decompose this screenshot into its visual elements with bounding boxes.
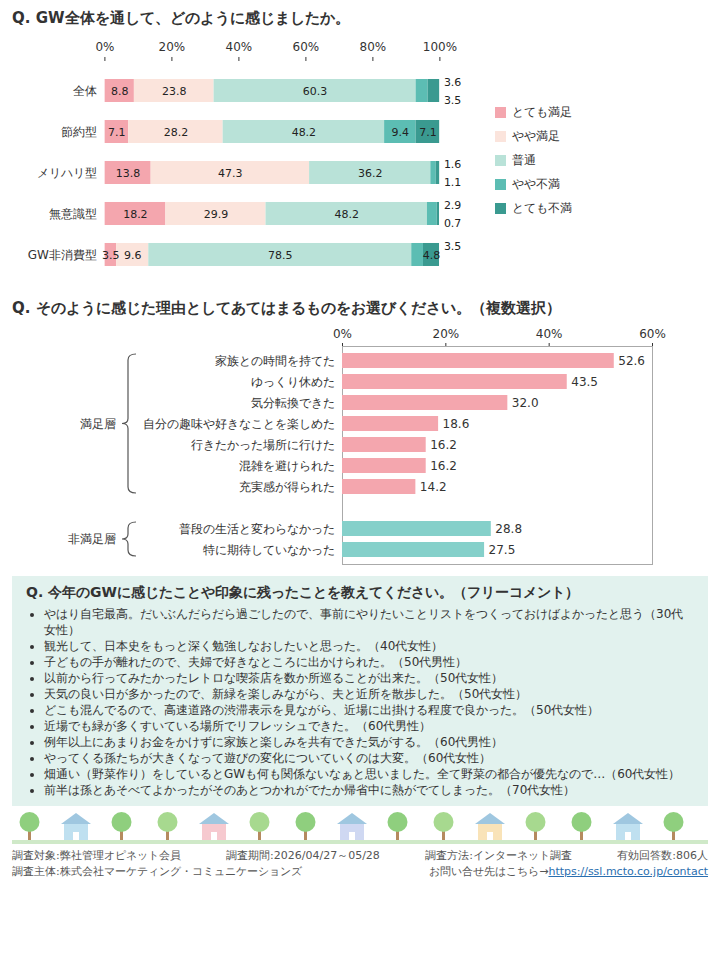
html-text:Q. 今年のGWに感じたことや印象に残ったことを教えてくださ: Q. 今年のGWに感じたことや印象に残ったことを教えてください。（フリーコメント… — [26, 584, 579, 600]
svg-text:1.6: 1.6 — [444, 158, 461, 171]
html-text:やってくる孫たちが大きくなって遊びの変化についていくのは大変: やってくる孫たちが大きくなって遊びの変化についていくのは大変。（60代女性） — [44, 751, 492, 765]
html-text:近場でも緑が多くすいている場所でリフレッシュできた。（60代: 近場でも緑が多くすいている場所でリフレッシュできた。（60代男性） — [44, 719, 432, 733]
svg-text:節約型: 節約型 — [61, 125, 97, 139]
html-text:調査期間:2026/04/27～05/28: 調査期間:2026/04/27～05/28 — [226, 849, 380, 862]
svg-text:16.2: 16.2 — [430, 459, 457, 473]
svg-text:52.6: 52.6 — [618, 354, 645, 368]
svg-text:14.2: 14.2 — [420, 480, 447, 494]
html-text:お問い合せ先はこちら→ https://ssl.mcto.c: お問い合せ先はこちら→ https://ssl.mcto.co.jp/conta… — [429, 865, 708, 878]
html-text:Q. そのように感じた理由としてあてはまるものをお選びくださ: Q. そのように感じた理由としてあてはまるものをお選びください。（複数選択） — [12, 299, 561, 317]
svg-text:非満足層: 非満足層 — [68, 532, 116, 546]
svg-text:気分転換できた: 気分転換できた — [251, 396, 335, 410]
svg-text:48.2: 48.2 — [292, 126, 316, 139]
html-text:どこも混んでるので、高速道路の渋滞表示を見ながら、近場に出掛: どこも混んでるので、高速道路の渋滞表示を見ながら、近場に出掛ける程度で良かった。… — [44, 703, 600, 717]
html-text:畑通い（野菜作り）をしているとGWも何も関係ないなぁと思いま: 畑通い（野菜作り）をしているとGWも何も関係ないなぁと思いました。全て野菜の都合… — [44, 767, 681, 781]
html-text:やや満足: やや満足 — [512, 129, 561, 144]
svg-text:43.5: 43.5 — [571, 375, 598, 389]
html-text:前半は孫とあそべてよかったがそのあとつかれがでたか帰省中に熱: 前半は孫とあそべてよかったがそのあとつかれがでたか帰省中に熱がでてしまった。（7… — [44, 783, 576, 797]
svg-text:充実感が得られた: 充実感が得られた — [239, 480, 335, 494]
svg-text:40%: 40% — [536, 326, 563, 340]
svg-text:27.5: 27.5 — [489, 543, 516, 557]
svg-text:80%: 80% — [360, 40, 387, 54]
svg-text:3.5: 3.5 — [102, 249, 119, 262]
svg-text:36.2: 36.2 — [358, 167, 382, 180]
html-text:観光して、日本史をもっと深く勉強しなおしたいと思った。（40: 観光して、日本史をもっと深く勉強しなおしたいと思った。（40代女性） — [44, 639, 444, 653]
svg-text:60%: 60% — [639, 326, 666, 340]
svg-text:8.8: 8.8 — [111, 85, 128, 98]
svg-text:2.9: 2.9 — [444, 199, 461, 212]
svg-text:0%: 0% — [333, 326, 352, 340]
svg-text:40%: 40% — [226, 40, 253, 54]
svg-text:48.2: 48.2 — [335, 208, 359, 221]
svg-text:全体: 全体 — [73, 84, 97, 98]
html-text:やや不満: やや不満 — [512, 177, 561, 192]
svg-text:メリハリ型: メリハリ型 — [37, 166, 97, 180]
svg-text:29.9: 29.9 — [204, 208, 228, 221]
svg-text:78.5: 78.5 — [268, 249, 292, 262]
svg-text:7.1: 7.1 — [419, 126, 436, 139]
svg-text:9.4: 9.4 — [392, 126, 409, 139]
svg-text:23.8: 23.8 — [162, 85, 186, 98]
svg-text:混雑を避けられた: 混雑を避けられた — [239, 459, 335, 473]
svg-text:4.8: 4.8 — [423, 249, 440, 262]
html-text:とても満足: とても満足 — [512, 105, 573, 120]
svg-text:100%: 100% — [423, 40, 457, 54]
svg-text:16.2: 16.2 — [430, 438, 457, 452]
svg-text:1.1: 1.1 — [444, 176, 461, 189]
svg-text:60.3: 60.3 — [303, 85, 327, 98]
svg-text:特に期待していなかった: 特に期待していなかった — [203, 543, 335, 557]
html-text:調査対象:弊社管理オピネット会員: 調査対象:弊社管理オピネット会員 — [12, 849, 181, 862]
svg-text:18.6: 18.6 — [443, 417, 470, 431]
html-text:天気の良い日が多かったので、新緑を楽しみながら、夫と近所を散: 天気の良い日が多かったので、新緑を楽しみながら、夫と近所を散歩した。（50代女性… — [44, 687, 528, 701]
svg-text:18.2: 18.2 — [123, 208, 147, 221]
svg-text:行きたかった場所に行けた: 行きたかった場所に行けた — [191, 438, 335, 452]
svg-text:普段の生活と変わらなかった: 普段の生活と変わらなかった — [179, 522, 335, 536]
svg-text:13.8: 13.8 — [116, 167, 140, 180]
svg-text:20%: 20% — [432, 326, 459, 340]
svg-text:3.5: 3.5 — [444, 240, 461, 253]
html-text:有効回答数:806人: 有効回答数:806人 — [617, 849, 708, 862]
svg-text:3.6: 3.6 — [444, 76, 461, 89]
svg-text:家族との時間を持てた: 家族との時間を持てた — [215, 354, 335, 368]
svg-text:0%: 0% — [95, 40, 114, 54]
html-text:調査方法:インターネット調査: 調査方法:インターネット調査 — [425, 849, 572, 862]
html-text:とても不満: とても不満 — [512, 201, 573, 216]
svg-text:20%: 20% — [159, 40, 186, 54]
html-text:例年以上にあまりお金をかけずに家族と楽しみを共有できた気がす: 例年以上にあまりお金をかけずに家族と楽しみを共有できた気がする。（60代男性） — [44, 735, 504, 749]
svg-text:47.3: 47.3 — [218, 167, 242, 180]
svg-text:0.7: 0.7 — [444, 217, 461, 230]
html-text:調査主体:株式会社マーケティング・コミュニケーションズ: 調査主体:株式会社マーケティング・コミュニケーションズ — [12, 865, 302, 878]
svg-text:60%: 60% — [293, 40, 320, 54]
html-text:子どもの手が離れたので、夫婦で好きなところに出かけられた。（: 子どもの手が離れたので、夫婦で好きなところに出かけられた。（50代男性） — [44, 655, 468, 669]
svg-text:9.6: 9.6 — [124, 249, 141, 262]
svg-text:自分の趣味や好きなことを楽しめた: 自分の趣味や好きなことを楽しめた — [143, 417, 335, 431]
html-text:普通: 普通 — [512, 153, 537, 168]
svg-text:3.5: 3.5 — [444, 94, 461, 107]
svg-text:28.2: 28.2 — [164, 126, 188, 139]
svg-text:28.8: 28.8 — [495, 522, 522, 536]
html-text:以前から行ってみたかったレトロな喫茶店を数か所巡ることが出来: 以前から行ってみたかったレトロな喫茶店を数か所巡ることが出来た。（50代女性） — [44, 671, 504, 685]
html-text:Q. GW全体を通して、どのように感じましたか。: Q. GW全体を通して、どのように感じましたか。 — [12, 9, 350, 27]
svg-text:無意識型: 無意識型 — [49, 207, 97, 221]
svg-text:満足層: 満足層 — [80, 417, 116, 431]
svg-text:ゆっくり休めた: ゆっくり休めた — [251, 375, 335, 389]
html-text:やはり自宅最高。だいぶんだらだら過ごしたので、事前にやりたい: やはり自宅最高。だいぶんだらだら過ごしたので、事前にやりたいことリストをつくって… — [44, 607, 684, 637]
svg-text:GW非消費型: GW非消費型 — [28, 248, 97, 262]
svg-text:32.0: 32.0 — [512, 396, 539, 410]
svg-text:7.1: 7.1 — [108, 126, 125, 139]
